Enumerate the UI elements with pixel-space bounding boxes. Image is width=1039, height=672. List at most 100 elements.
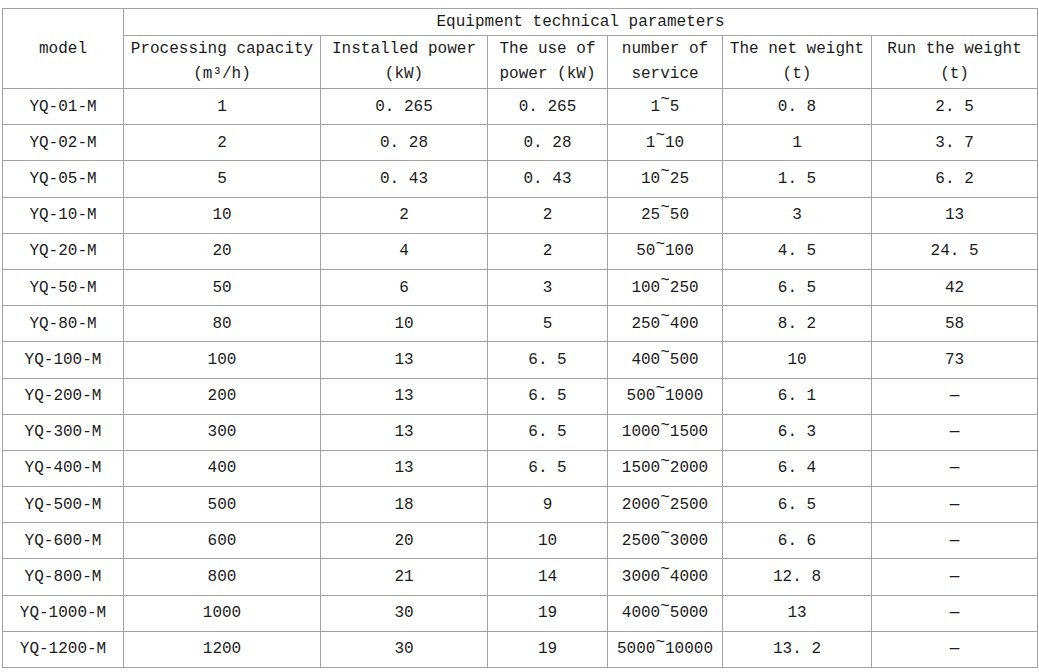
cell-run-weight: 73 <box>872 342 1038 378</box>
table-row: YQ-10-M102225~50313 <box>3 197 1038 233</box>
cell-net-weight: 3 <box>723 197 872 233</box>
cell-installed-power: 10 <box>321 306 488 342</box>
cell-service: 1~10 <box>608 125 723 161</box>
cell-model: YQ-80-M <box>3 306 124 342</box>
cell-net-weight: 6. 4 <box>723 450 872 486</box>
cell-run-weight: 42 <box>872 269 1038 305</box>
cell-use-of-power: 9 <box>488 487 608 523</box>
table-body: YQ-01-M10. 2650. 2651~50. 82. 5YQ-02-M20… <box>3 89 1038 668</box>
cell-capacity: 5 <box>124 161 321 197</box>
cell-service: 100~250 <box>608 269 723 305</box>
cell-service: 1500~2000 <box>608 450 723 486</box>
column-header-line1: Run the weight <box>874 37 1035 62</box>
cell-model: YQ-200-M <box>3 378 124 414</box>
cell-installed-power: 20 <box>321 523 488 559</box>
cell-use-of-power: 19 <box>488 631 608 667</box>
column-header-line2: (t) <box>725 62 869 87</box>
cell-service: 3000~4000 <box>608 559 723 595</box>
cell-run-weight: — <box>872 559 1038 595</box>
cell-service: 250~400 <box>608 306 723 342</box>
column-header-use-of-power: The use of power (kW) <box>488 36 608 89</box>
cell-net-weight: 6. 6 <box>723 523 872 559</box>
cell-net-weight: 12. 8 <box>723 559 872 595</box>
cell-capacity: 100 <box>124 342 321 378</box>
cell-installed-power: 13 <box>321 378 488 414</box>
cell-model: YQ-500-M <box>3 487 124 523</box>
cell-net-weight: 13. 2 <box>723 631 872 667</box>
cell-use-of-power: 14 <box>488 559 608 595</box>
title-row: model Equipment technical parameters <box>3 9 1038 36</box>
table-row: YQ-800-M80021143000~400012. 8— <box>3 559 1038 595</box>
table-row: YQ-80-M80105250~4008. 258 <box>3 306 1038 342</box>
cell-installed-power: 21 <box>321 559 488 595</box>
cell-service: 1~5 <box>608 89 723 125</box>
cell-capacity: 600 <box>124 523 321 559</box>
cell-capacity: 50 <box>124 269 321 305</box>
cell-service: 25~50 <box>608 197 723 233</box>
cell-service: 10~25 <box>608 161 723 197</box>
table-row: YQ-300-M300136. 51000~15006. 3— <box>3 414 1038 450</box>
cell-net-weight: 0. 8 <box>723 89 872 125</box>
column-header-line2: service <box>610 62 720 87</box>
model-column-header: model <box>3 9 124 89</box>
table-row: YQ-05-M50. 430. 4310~251. 56. 2 <box>3 161 1038 197</box>
column-header-line2: (m³/h) <box>126 62 318 87</box>
cell-run-weight: — <box>872 631 1038 667</box>
cell-run-weight: 13 <box>872 197 1038 233</box>
table-row: YQ-20-M204250~1004. 524. 5 <box>3 233 1038 269</box>
cell-model: YQ-50-M <box>3 269 124 305</box>
cell-net-weight: 6. 5 <box>723 269 872 305</box>
cell-use-of-power: 6. 5 <box>488 378 608 414</box>
cell-installed-power: 6 <box>321 269 488 305</box>
table-row: YQ-600-M60020102500~30006. 6— <box>3 523 1038 559</box>
cell-model: YQ-600-M <box>3 523 124 559</box>
cell-capacity: 500 <box>124 487 321 523</box>
table-title: Equipment technical parameters <box>124 9 1038 36</box>
cell-capacity: 200 <box>124 378 321 414</box>
cell-service: 5000~10000 <box>608 631 723 667</box>
cell-model: YQ-800-M <box>3 559 124 595</box>
column-header-processing-capacity: Processing capacity (m³/h) <box>124 36 321 89</box>
cell-use-of-power: 19 <box>488 595 608 631</box>
cell-use-of-power: 0. 28 <box>488 125 608 161</box>
table-row: YQ-100-M100136. 5400~5001073 <box>3 342 1038 378</box>
cell-use-of-power: 6. 5 <box>488 414 608 450</box>
cell-model: YQ-1000-M <box>3 595 124 631</box>
cell-installed-power: 30 <box>321 631 488 667</box>
cell-capacity: 1 <box>124 89 321 125</box>
cell-capacity: 2 <box>124 125 321 161</box>
cell-capacity: 80 <box>124 306 321 342</box>
cell-net-weight: 6. 3 <box>723 414 872 450</box>
column-header-number-of-service: number of service <box>608 36 723 89</box>
column-header-line1: Processing capacity <box>126 37 318 62</box>
cell-model: YQ-300-M <box>3 414 124 450</box>
column-header-line2: (t) <box>874 62 1035 87</box>
cell-installed-power: 30 <box>321 595 488 631</box>
cell-run-weight: 2. 5 <box>872 89 1038 125</box>
cell-installed-power: 2 <box>321 197 488 233</box>
column-header-run-weight: Run the weight (t) <box>872 36 1038 89</box>
cell-capacity: 400 <box>124 450 321 486</box>
cell-use-of-power: 6. 5 <box>488 342 608 378</box>
cell-net-weight: 4. 5 <box>723 233 872 269</box>
cell-use-of-power: 6. 5 <box>488 450 608 486</box>
cell-capacity: 1200 <box>124 631 321 667</box>
cell-run-weight: — <box>872 595 1038 631</box>
cell-run-weight: — <box>872 523 1038 559</box>
cell-run-weight: 58 <box>872 306 1038 342</box>
column-header-line2: (kW) <box>323 62 485 87</box>
cell-installed-power: 13 <box>321 342 488 378</box>
cell-model: YQ-02-M <box>3 125 124 161</box>
column-header-line1: number of <box>610 37 720 62</box>
table-row: YQ-01-M10. 2650. 2651~50. 82. 5 <box>3 89 1038 125</box>
cell-use-of-power: 3 <box>488 269 608 305</box>
cell-net-weight: 6. 1 <box>723 378 872 414</box>
cell-capacity: 300 <box>124 414 321 450</box>
cell-installed-power: 13 <box>321 414 488 450</box>
table-row: YQ-400-M400136. 51500~20006. 4— <box>3 450 1038 486</box>
cell-model: YQ-100-M <box>3 342 124 378</box>
cell-model: YQ-1200-M <box>3 631 124 667</box>
cell-use-of-power: 2 <box>488 197 608 233</box>
cell-model: YQ-05-M <box>3 161 124 197</box>
cell-installed-power: 0. 28 <box>321 125 488 161</box>
